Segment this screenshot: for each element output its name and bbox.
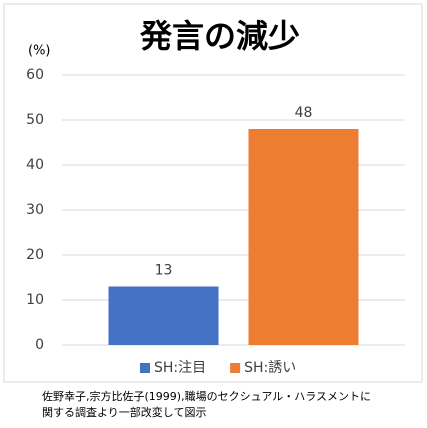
legend-label: SH:誘い xyxy=(244,360,296,376)
y-tick-label: 10 xyxy=(26,292,44,308)
y-tick-label: 60 xyxy=(26,67,44,83)
y-tick-label: 20 xyxy=(26,247,44,263)
chart-title: 発言の減少 xyxy=(139,17,300,55)
source-note: 関する調査より一部改変して図示 xyxy=(42,405,206,419)
data-label: 13 xyxy=(155,263,173,279)
legend-swatch xyxy=(230,363,241,373)
y-tick-label: 40 xyxy=(26,157,44,173)
legend-swatch xyxy=(140,363,150,373)
source-note: 佐野幸子,宗方比佐子(1999),職場のセクシュアル・ハラスメントに xyxy=(42,389,371,403)
y-axis-label: (%) xyxy=(28,44,51,59)
data-label: 48 xyxy=(295,105,313,121)
bar xyxy=(108,286,219,345)
legend-label: SH:注目 xyxy=(154,360,206,376)
y-tick-label: 50 xyxy=(26,112,44,128)
y-tick-label: 30 xyxy=(26,202,44,218)
y-tick-label: 0 xyxy=(35,337,44,353)
bar xyxy=(248,129,359,345)
